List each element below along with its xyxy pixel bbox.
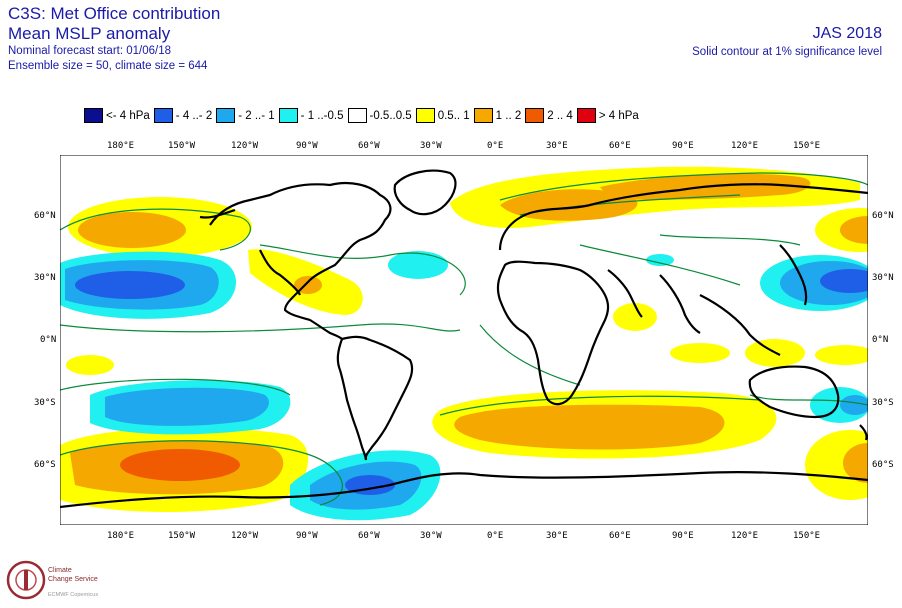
- anomaly-region: [843, 443, 868, 483]
- lon-label-bottom: 30°E: [546, 531, 568, 541]
- legend-label: 0.5.. 1: [437, 109, 470, 122]
- legend-label: 2 .. 4: [547, 109, 573, 122]
- legend-swatch: [278, 108, 298, 123]
- chart-title: C3S: Met Office contribution: [8, 4, 221, 23]
- header-left: C3S: Met Office contribution Mean MSLP a…: [8, 4, 220, 74]
- chart-subtitle: Mean MSLP anomaly: [8, 24, 171, 43]
- lon-label-bottom: 150°E: [793, 531, 821, 541]
- lon-label-top: 30°W: [420, 141, 442, 151]
- lat-label-right: 0°N: [872, 335, 889, 345]
- lat-label-left: 60°N: [34, 211, 56, 221]
- lat-label-left: 30°S: [34, 398, 56, 408]
- anomaly-region: [840, 395, 868, 415]
- anomaly-region: [820, 269, 868, 293]
- anomaly-region: [105, 387, 269, 426]
- legend-label: - 2 ..- 1: [238, 109, 275, 122]
- legend-swatch: [216, 108, 236, 123]
- legend-label: 1 .. 2: [495, 109, 522, 122]
- legend-swatch: [153, 108, 173, 123]
- anomaly-region: [454, 404, 725, 450]
- legend-item: - 2 ..- 1: [216, 108, 275, 123]
- lon-label-bottom: 0°E: [487, 531, 504, 541]
- legend-label: > 4 hPa: [598, 109, 639, 122]
- legend-swatch: [415, 108, 435, 123]
- lon-label-bottom: 60°E: [609, 531, 631, 541]
- lon-label-bottom: 150°W: [168, 531, 196, 541]
- lon-label-top: 120°E: [731, 141, 759, 151]
- significance-note: Solid contour at 1% significance level: [692, 46, 882, 58]
- lat-label-left: 0°N: [40, 335, 57, 345]
- lon-label-top: 0°E: [487, 141, 504, 151]
- logo-wordmark: Climate Change Service: [48, 566, 98, 584]
- legend-item: - 1 ..-0.5: [278, 108, 344, 123]
- anomaly-region: [815, 345, 868, 365]
- season-label: JAS 2018: [812, 25, 882, 42]
- anomaly-region: [120, 449, 240, 481]
- lon-label-top: 120°W: [231, 141, 259, 151]
- legend-label: -0.5..0.5: [369, 109, 412, 122]
- lon-label-top: 60°E: [609, 141, 631, 151]
- lat-label-right: 30°S: [872, 398, 894, 408]
- logo-line-2: Change Service: [48, 576, 98, 583]
- lat-label-left: 30°N: [34, 273, 56, 283]
- legend-item: <- 4 hPa: [84, 108, 150, 123]
- lon-label-top: 150°W: [168, 141, 196, 151]
- anomaly-region: [66, 355, 114, 375]
- logo-ring: [6, 560, 46, 600]
- forecast-start-text: Nominal forecast start: 01/06/18: [8, 45, 171, 57]
- legend-swatch: [84, 108, 103, 123]
- thermometer-icon: [24, 570, 28, 590]
- legend-swatch: [473, 108, 493, 123]
- anomaly-region: [388, 251, 448, 279]
- logo-line-1: Climate: [48, 567, 72, 574]
- coastlines: [60, 169, 868, 509]
- ensemble-text: Ensemble size = 50, climate size = 644: [8, 60, 208, 72]
- legend-swatch: [525, 108, 545, 123]
- lon-label-bottom: 30°W: [420, 531, 442, 541]
- header-right: JAS 2018 Solid contour at 1% significanc…: [692, 24, 882, 60]
- anomaly-fills: [60, 166, 868, 521]
- legend-swatch: [347, 108, 367, 123]
- anomaly-region: [670, 343, 730, 363]
- lon-label-bottom: 90°W: [296, 531, 318, 541]
- lon-label-bottom: 60°W: [358, 531, 380, 541]
- anomaly-map: [60, 155, 868, 525]
- lon-label-top: 180°E: [107, 141, 135, 151]
- legend-item: 1 .. 2: [473, 108, 522, 123]
- significance-contours: [60, 172, 868, 506]
- anomaly-region: [613, 303, 657, 331]
- anomaly-region: [75, 271, 185, 299]
- lat-label-right: 60°S: [872, 460, 894, 470]
- lon-label-top: 90°W: [296, 141, 318, 151]
- legend-label: <- 4 hPa: [106, 109, 150, 122]
- anomaly-region: [78, 212, 186, 248]
- lon-label-top: 30°E: [546, 141, 568, 151]
- legend-item: - 4 ..- 2: [153, 108, 213, 123]
- anomaly-region: [840, 216, 868, 244]
- lat-label-left: 60°S: [34, 460, 56, 470]
- lon-label-top: 150°E: [793, 141, 821, 151]
- lon-label-top: 60°W: [358, 141, 380, 151]
- lon-label-bottom: 120°E: [731, 531, 759, 541]
- lon-label-bottom: 120°W: [231, 531, 259, 541]
- copernicus-logo: [6, 560, 46, 600]
- legend-swatch: [576, 108, 596, 123]
- legend-item: -0.5..0.5: [347, 108, 412, 123]
- lon-label-bottom: 90°E: [672, 531, 694, 541]
- lon-label-top: 90°E: [672, 141, 694, 151]
- logo-tagline: ECMWF Copernicus: [48, 592, 99, 598]
- legend-item: 0.5.. 1: [415, 108, 470, 123]
- legend-label: - 4 ..- 2: [175, 109, 213, 122]
- lon-label-bottom: 180°E: [107, 531, 135, 541]
- lat-label-right: 60°N: [872, 211, 894, 221]
- lat-label-right: 30°N: [872, 273, 894, 283]
- legend-label: - 1 ..-0.5: [300, 109, 344, 122]
- legend-item: > 4 hPa: [576, 108, 639, 123]
- anomaly-region: [646, 254, 674, 266]
- color-legend: <- 4 hPa - 4 ..- 2 - 2 ..- 1 - 1 ..-0.5 -0.5…: [84, 108, 643, 123]
- legend-item: 2 .. 4: [525, 108, 573, 123]
